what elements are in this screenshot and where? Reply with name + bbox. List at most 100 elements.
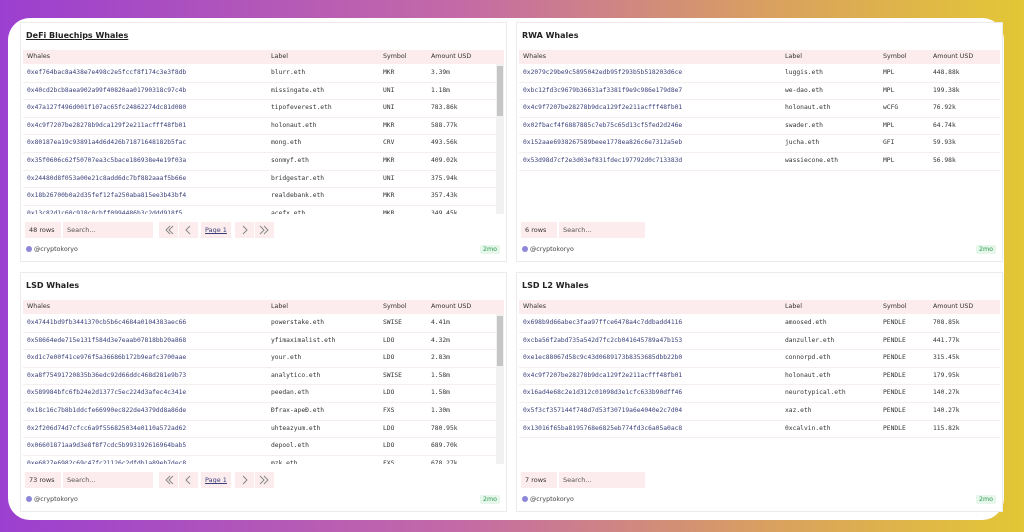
table-row[interactable]: 0xcba56f2abd735a542d7fc2cb041645789a47b1… (519, 332, 1000, 351)
table-cell: 0x13c82d1c60c918c0cbff0994486b3c2ddd918f… (27, 209, 183, 214)
table-cell: sonmyf.eth (271, 157, 309, 164)
table-cell: MPL (883, 86, 895, 94)
column-header[interactable]: Amount USD (933, 53, 974, 60)
table-row[interactable]: 0x4c9f7207be28278b9dca129f2e211acfff48fb… (23, 117, 504, 136)
table-row[interactable]: 0xe6827e6982c69c47fc21126c2dfdb1a89eb7de… (23, 455, 504, 464)
table-row[interactable]: 0x13016f65ba8195768e6825eb774fd3c6a05a0a… (519, 420, 1000, 439)
table-cell: 56.98k (933, 157, 956, 164)
pagination-button[interactable] (159, 222, 178, 238)
table-row[interactable]: 0x698b9d66abec3faa97ffce6478a4c7ddbadd41… (519, 314, 1000, 333)
table-cell: 678.27k (431, 459, 458, 464)
table-row[interactable]: 0x58664ede715e131f584d3e7eaab07818bb20a8… (23, 332, 504, 351)
column-header[interactable]: Symbol (383, 303, 407, 310)
table-cell: 64.74k (933, 121, 956, 129)
table-cell: UNI (383, 104, 395, 112)
column-header[interactable]: Whales (523, 303, 546, 310)
table-row[interactable]: 0x40cd2bcb8aea902a99f40820aa01790318c97c… (23, 82, 504, 101)
icon-path (185, 475, 191, 485)
table-row[interactable]: 0x18b26700b0a2d35fef12fa250aba815ee3b43b… (23, 187, 504, 206)
column-header[interactable]: Whales (523, 53, 546, 60)
author-line[interactable]: @cryptokoryo (26, 496, 78, 503)
page-indicator[interactable]: Page 1 (201, 472, 231, 488)
table-row[interactable]: 0x06601871aa9d3e8f8f7cdc5b993192616964ba… (23, 437, 504, 456)
table-row[interactable]: 0x152aae6938267589beee1778ea826c6e7312a5… (519, 134, 1000, 153)
table-cell: 0x80187ea19c93891a4d6d426b71871648182b5f… (27, 139, 187, 147)
icon (185, 475, 191, 485)
pagination-button[interactable] (235, 222, 254, 238)
pagination-button[interactable] (255, 472, 274, 488)
table-row[interactable]: 0x2079c29be9c5895042edb95f293b5b518203d6… (519, 64, 1000, 83)
table-row[interactable]: 0x4c9f7207be28278b9dca129f2e211acfff48fb… (519, 367, 1000, 386)
table-row[interactable]: 0x4c9f7207be28278b9dca129f2e211acfff48fb… (519, 99, 1000, 118)
table-row[interactable]: 0xa8f75491720835b36edc92d66ddc468d281e9b… (23, 367, 504, 386)
table-cell: 0x35f0606c62f50707ea3c5bace186938e4e19f0… (27, 157, 187, 164)
panel-title[interactable]: DeFi Bluechips Whales (26, 31, 129, 40)
column-header[interactable]: Label (271, 303, 288, 310)
table-cell: 357.43k (431, 192, 458, 200)
table-cell: 315.45k (933, 354, 960, 362)
search-input[interactable]: Search... (63, 222, 153, 238)
table-row[interactable]: 0x24480d8f053a00e21c8add6dc7bf882aaaf5b6… (23, 170, 504, 189)
author-name[interactable]: @cryptokoryo (34, 496, 78, 503)
pagination-button[interactable] (235, 472, 254, 488)
table-row[interactable]: 0x5f3cf357144f748d7d53f30719a6e4040e2c7d… (519, 402, 1000, 421)
table-cell: tipofeverest.eth (271, 104, 332, 112)
table-row[interactable]: 0x53d98d7cf2e3d03ef831fdec197792d0c71338… (519, 152, 1000, 171)
column-header[interactable]: Whales (27, 303, 50, 310)
table-row[interactable]: 0x13c82d1c60c918c0cbff0994486b3c2ddd918f… (23, 205, 504, 214)
search-input[interactable]: Search... (63, 472, 153, 488)
table-cell: FXS (383, 459, 395, 464)
table-cell: 0x06601871aa9d3e8f8f7cdc5b993192616964ba… (27, 442, 187, 450)
table-row[interactable]: 0x18c16c7b8b1ddcfe66990ec822de4379dd8a86… (23, 402, 504, 421)
table-row[interactable]: 0x47a127f496d001f107ac65fc24862274dc81d0… (23, 99, 504, 118)
table-row[interactable]: 0x47441bd9fb3441370cb5b6c4684a0104383aec… (23, 314, 504, 333)
table-row[interactable]: 0xbc12fd3c9679b36631af3381f9e9c986e179d8… (519, 82, 1000, 101)
scrollbar[interactable] (496, 314, 504, 464)
search-input[interactable]: Search... (559, 222, 645, 238)
table-row[interactable]: 0x16ad4e68c2e1d312c01098d3e1cfc633b90dff… (519, 384, 1000, 403)
pagination-button[interactable] (179, 222, 198, 238)
author-name[interactable]: @cryptokoryo (530, 496, 574, 503)
column-header[interactable]: Label (785, 303, 802, 310)
column-header[interactable]: Symbol (883, 53, 907, 60)
table-row[interactable]: 0xe1ec88067d58c9c43d0689173b8353685dbb22… (519, 349, 1000, 368)
search-input[interactable]: Search... (559, 472, 645, 488)
column-header[interactable]: Symbol (883, 303, 907, 310)
table-row[interactable]: 0x2f206d74d7cfcc6a9f556825034e0110a572ad… (23, 420, 504, 439)
column-header[interactable]: Amount USD (431, 303, 472, 310)
scrollbar-thumb[interactable] (497, 316, 503, 366)
table-cell: 140.27k (933, 407, 960, 414)
table-cell: realdebank.eth (271, 192, 325, 200)
scrollbar[interactable] (496, 64, 504, 214)
table-cell: 349.45k (431, 209, 458, 214)
column-header[interactable]: Label (271, 53, 288, 60)
table-row[interactable]: 0x02fbacf4f6887885c7eb75c65d13cf5fed2d24… (519, 117, 1000, 136)
table-cell: 59.93k (933, 139, 956, 147)
table-cell: 0xe1ec88067d58c9c43d0689173b8353685dbb22… (523, 354, 683, 362)
table-row[interactable]: 0x589984bfc6fb24e2d1377c5ec224d3afec4c34… (23, 384, 504, 403)
column-header[interactable]: Amount USD (431, 53, 472, 60)
table-row[interactable]: 0x80187ea19c93891a4d6d426b71871648182b5f… (23, 134, 504, 153)
column-header[interactable]: Amount USD (933, 303, 974, 310)
column-header[interactable]: Whales (27, 53, 50, 60)
pagination-button[interactable] (159, 472, 178, 488)
author-line[interactable]: @cryptokoryo (522, 246, 574, 253)
column-header[interactable]: Label (785, 53, 802, 60)
table-row[interactable]: 0x35f0606c62f50707ea3c5bace186938e4e19f0… (23, 152, 504, 171)
author-line[interactable]: @cryptokoryo (522, 496, 574, 503)
author-name[interactable]: @cryptokoryo (34, 246, 78, 253)
column-header[interactable]: Symbol (383, 53, 407, 60)
table-row[interactable]: 0xd1c7e00f41ce976f5a36686b172b9eafc3700a… (23, 349, 504, 368)
pagination-button[interactable] (179, 472, 198, 488)
table-cell: 0x4c9f7207be28278b9dca129f2e211acfff48fb… (523, 371, 683, 379)
pagination-button[interactable] (255, 222, 274, 238)
table-cell: 76.92k (933, 104, 956, 112)
table-cell: MKR (383, 209, 395, 214)
table-cell: 0x53d98d7cf2e3d03ef831fdec197792d0c71338… (523, 157, 683, 164)
table-row[interactable]: 0xef764bac8a438e7e498c2e5fccf8f174c3e3f8… (23, 64, 504, 83)
author-name[interactable]: @cryptokoryo (530, 246, 574, 253)
page-indicator[interactable]: Page 1 (201, 222, 231, 238)
scrollbar-thumb[interactable] (497, 66, 503, 116)
author-line[interactable]: @cryptokoryo (26, 246, 78, 253)
age-badge: 2mo (480, 495, 500, 504)
